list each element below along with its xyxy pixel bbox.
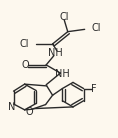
Text: N: N <box>8 102 15 112</box>
Text: NH: NH <box>48 48 63 58</box>
Text: Cl: Cl <box>59 12 69 22</box>
Text: F: F <box>91 83 97 94</box>
Text: O: O <box>22 60 30 70</box>
Text: NH: NH <box>55 69 70 79</box>
Text: O: O <box>25 107 33 117</box>
Text: Cl: Cl <box>19 39 29 49</box>
Text: Cl: Cl <box>91 23 101 33</box>
